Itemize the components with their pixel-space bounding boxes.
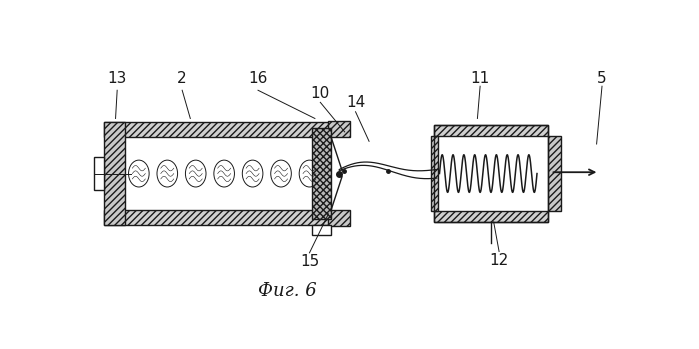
Ellipse shape xyxy=(129,160,149,187)
Ellipse shape xyxy=(243,160,263,187)
Bar xyxy=(94,157,103,190)
Bar xyxy=(103,122,125,225)
Text: 16: 16 xyxy=(248,71,268,86)
Bar xyxy=(434,136,548,211)
Text: 2: 2 xyxy=(178,71,187,86)
Ellipse shape xyxy=(299,160,319,187)
Bar xyxy=(434,125,548,222)
Bar xyxy=(103,137,331,210)
Text: Фиг. 6: Фиг. 6 xyxy=(259,282,317,300)
Text: 14: 14 xyxy=(346,95,365,110)
Bar xyxy=(329,210,350,226)
Text: 12: 12 xyxy=(489,253,509,268)
Bar xyxy=(103,210,331,225)
Text: 11: 11 xyxy=(470,71,490,86)
Bar xyxy=(548,136,561,211)
Bar xyxy=(431,136,438,211)
Bar xyxy=(312,225,331,235)
Bar xyxy=(434,211,548,222)
Bar xyxy=(434,125,548,136)
Bar xyxy=(103,122,331,137)
Text: 5: 5 xyxy=(597,71,607,86)
Text: 13: 13 xyxy=(108,71,127,86)
Text: 10: 10 xyxy=(310,86,330,101)
Ellipse shape xyxy=(157,160,178,187)
Ellipse shape xyxy=(185,160,206,187)
Ellipse shape xyxy=(271,160,291,187)
Bar xyxy=(329,121,350,137)
Bar xyxy=(312,128,331,219)
Text: 15: 15 xyxy=(300,254,319,269)
Ellipse shape xyxy=(214,160,234,187)
